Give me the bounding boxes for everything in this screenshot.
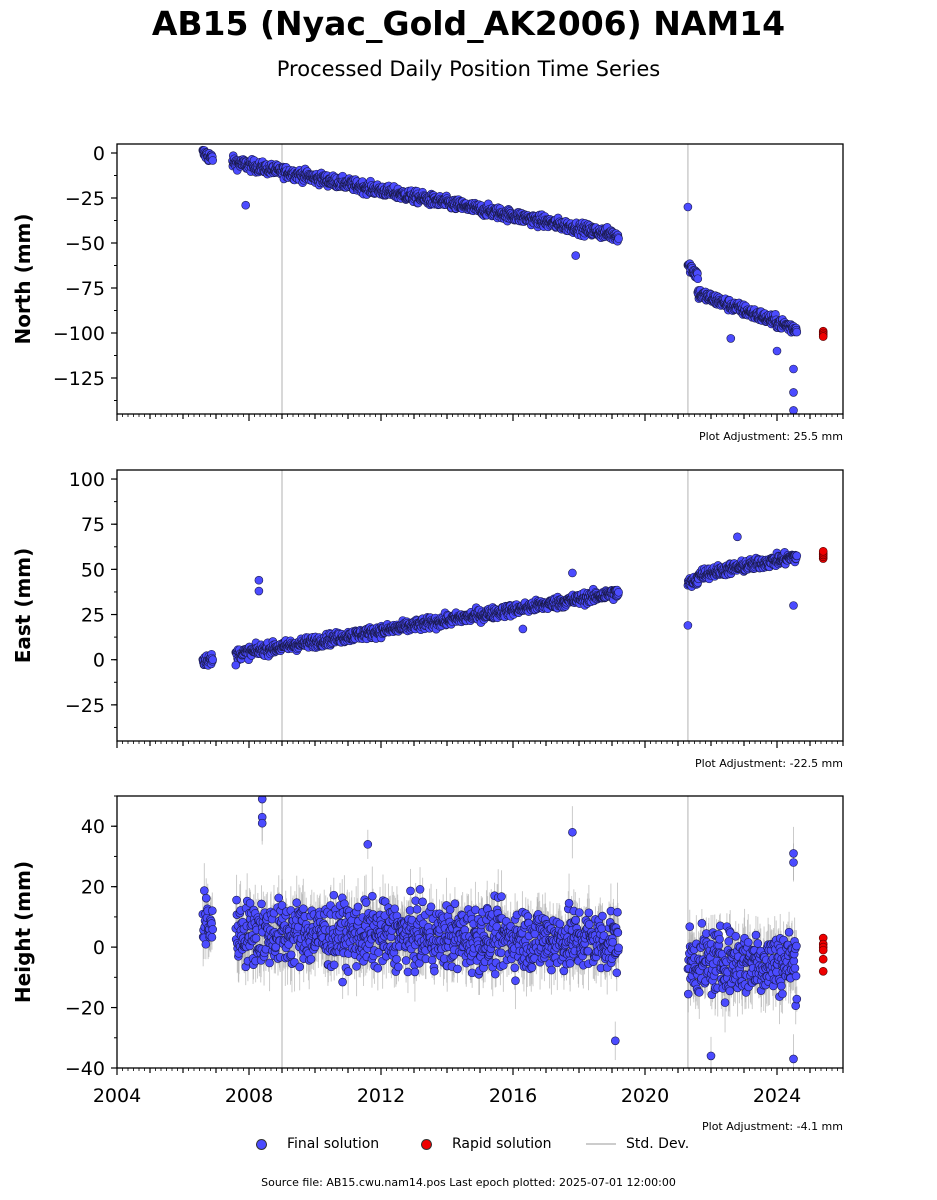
y-axis-label: North (mm) [11,213,35,344]
final-solution-point [207,932,217,942]
final-solution-point [693,274,703,284]
final-solution-point [571,251,581,260]
y-tick-label: −25 [65,188,105,210]
y-axis-label: East (mm) [11,548,35,664]
final-solution-point [200,886,209,895]
y-tick-label: 100 [69,469,105,491]
plot-area [198,796,828,1068]
final-solution-point [274,893,284,903]
final-solution-point [726,334,736,343]
y-tick-label: −50 [65,233,105,255]
final-solution-point [295,962,304,972]
final-solution-point [792,327,802,337]
final-solution-point [231,660,241,670]
final-solution-point [232,895,241,905]
final-solution-point [792,551,802,561]
final-solution-point [683,202,693,212]
final-solution-point [518,624,528,634]
plot-adjustment-note: Plot Adjustment: -22.5 mm [695,757,843,770]
final-solution-point [208,906,217,916]
axes-frame [116,143,844,415]
axes-frame [116,469,844,742]
final-solution-point [201,939,211,949]
y-tick-label: −25 [65,695,105,717]
final-solution-point [254,575,264,585]
y-tick-label: 25 [81,605,105,627]
final-solution-point [568,568,577,578]
rapid-solution-point [818,332,828,341]
final-solution-point [392,954,401,964]
final-solution-point [373,963,383,973]
final-solution-point [254,586,264,596]
final-solution-point [338,977,347,987]
final-solution-point [789,388,798,397]
final-solution-point [306,954,316,964]
final-solution-point [208,925,217,934]
final-solution-point [368,891,377,901]
final-solution-point [299,904,308,913]
final-solution-point [208,156,217,165]
final-solution-point [277,901,287,910]
rapid-solution-point [818,546,828,556]
final-solution-point [201,893,211,903]
final-solution-point [772,346,782,356]
plot-area [198,144,828,414]
final-solution-point [292,898,302,908]
final-solution-point [286,950,296,960]
final-solution-point [733,532,742,542]
final-solution-point [245,898,255,908]
chart-title: AB15 (Nyac_Gold_AK2006) NAM14 [151,4,786,43]
final-solution-point [614,587,623,597]
y-tick-label: 0 [93,143,105,165]
final-solution-point [789,406,798,414]
y-tick-label: −100 [53,323,105,345]
final-solution-point [329,960,339,970]
final-solution-point [257,899,266,909]
final-solution-point [353,902,363,912]
final-solution-point [614,234,623,243]
final-solution-point [683,621,693,630]
final-solution-point [251,933,261,943]
final-solution-point [329,890,339,900]
y-tick-label: 75 [81,514,105,536]
y-tick-label: 50 [81,559,105,581]
final-solution-point [343,967,353,976]
final-solution-point [789,601,798,610]
y-tick-label: −75 [65,278,105,300]
plot-area [198,470,828,741]
y-tick-label: 0 [93,650,105,672]
y-tick-label: −125 [53,368,105,390]
final-solution-point [241,200,250,210]
panel-east: 100 75 50 25 0 −25 East (mm) Plot Adjustment: -… [11,469,844,770]
panel-north: 0 −25 −50 −75 −100 −125 North (mm) Plot Adjustm… [11,143,844,443]
final-solution-point [271,942,281,952]
final-solution-point [394,962,403,972]
final-solution-point [374,948,383,957]
final-solution-point [208,655,217,664]
final-solution-point [789,364,798,374]
final-solution-point [390,904,400,914]
plot-adjustment-note: Plot Adjustment: 25.5 mm [699,430,843,443]
chart-subtitle: Processed Daily Position Time Series [276,57,661,81]
final-solution-point [265,958,274,968]
final-solution-point [361,898,371,907]
final-solution-point [352,962,361,971]
